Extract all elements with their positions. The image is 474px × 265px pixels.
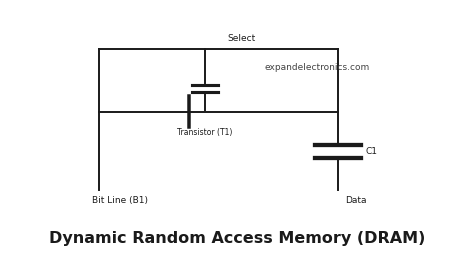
Text: Bit Line (B1): Bit Line (B1) [92,196,148,205]
Text: Transistor (T1): Transistor (T1) [177,128,233,137]
Text: Dynamic Random Access Memory (DRAM): Dynamic Random Access Memory (DRAM) [49,231,425,246]
Text: C1: C1 [365,147,378,156]
Text: expandelectronics.com: expandelectronics.com [264,63,370,72]
Text: Select: Select [228,34,255,43]
Text: Data: Data [345,196,366,205]
